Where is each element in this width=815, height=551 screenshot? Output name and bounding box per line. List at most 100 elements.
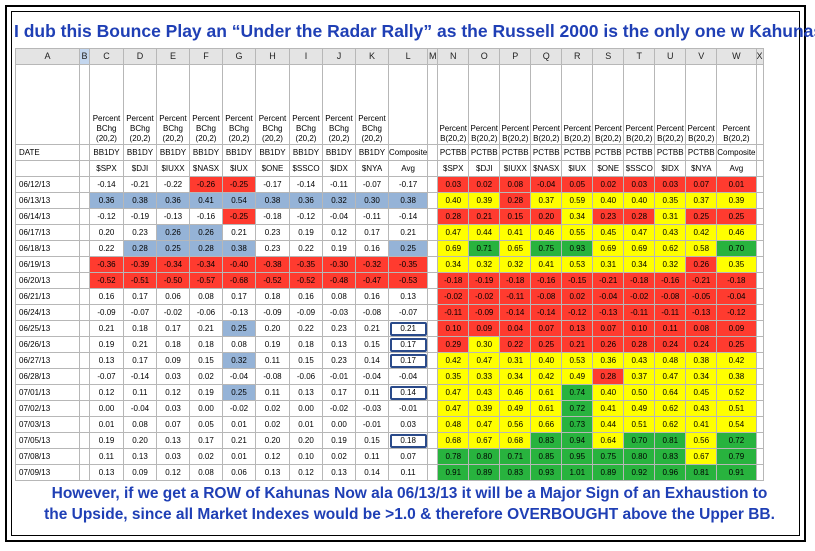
cell[interactable] xyxy=(755,176,764,193)
row-date[interactable]: 06/14/13 xyxy=(15,208,80,225)
bchg-cell[interactable]: 0.28 xyxy=(123,240,157,257)
pctb-cell[interactable]: 0.39 xyxy=(468,192,501,209)
cell[interactable] xyxy=(427,272,439,289)
pctb-cell[interactable]: 0.41 xyxy=(685,416,718,433)
bchg-cell[interactable]: 0.38 xyxy=(222,240,256,257)
composite-avg-cell[interactable]: 0.21 xyxy=(387,320,429,337)
pctb-composite-cell[interactable]: 0.52 xyxy=(716,384,757,401)
bchg-cell[interactable]: 0.36 xyxy=(89,192,124,209)
pctb-cell[interactable]: -0.21 xyxy=(685,272,718,289)
bchg-cell[interactable]: 0.20 xyxy=(89,224,124,241)
pctb-cell[interactable]: 0.67 xyxy=(468,432,501,449)
bchg-cell[interactable]: 0.00 xyxy=(189,400,223,417)
bchg-cell[interactable]: 0.18 xyxy=(189,336,223,353)
pctb-cell[interactable]: -0.16 xyxy=(654,272,687,289)
cell[interactable] xyxy=(755,192,764,209)
bchg-cell[interactable]: 0.23 xyxy=(255,240,290,257)
cell[interactable] xyxy=(79,352,90,369)
bchg-cell[interactable]: 0.12 xyxy=(156,384,190,401)
pctb-cell[interactable]: 0.37 xyxy=(530,192,563,209)
pctb-composite-cell[interactable]: -0.18 xyxy=(716,272,757,289)
pctb-cell[interactable]: -0.11 xyxy=(499,288,532,305)
cell[interactable] xyxy=(427,320,439,337)
bchg-cell[interactable]: 0.23 xyxy=(123,224,157,241)
bchg-cell[interactable]: 0.17 xyxy=(123,352,157,369)
pctb-cell[interactable]: 0.43 xyxy=(468,384,501,401)
pctb-cell[interactable]: -0.19 xyxy=(468,272,501,289)
pctb-cell[interactable]: 0.47 xyxy=(468,416,501,433)
bchg-cell[interactable]: 0.12 xyxy=(89,384,124,401)
bchg-cell[interactable]: 0.18 xyxy=(123,320,157,337)
pctb-cell[interactable]: 0.67 xyxy=(685,448,718,465)
pctb-cell[interactable]: 0.62 xyxy=(654,416,687,433)
pctb-cell[interactable]: -0.18 xyxy=(437,272,470,289)
bchg-cell[interactable]: 0.06 xyxy=(222,464,256,481)
bchg-cell[interactable]: 0.19 xyxy=(89,432,124,449)
pctb-cell[interactable]: 0.83 xyxy=(654,448,687,465)
row-date[interactable]: 07/09/13 xyxy=(15,464,80,481)
bchg-cell[interactable]: 0.22 xyxy=(89,240,124,257)
row-date[interactable]: 07/05/13 xyxy=(15,432,80,449)
pctb-cell[interactable]: -0.13 xyxy=(592,304,625,321)
bchg-cell[interactable]: 0.11 xyxy=(355,384,389,401)
bchg-cell[interactable]: -0.22 xyxy=(156,176,190,193)
cell[interactable] xyxy=(427,448,439,465)
pctb-cell[interactable]: 0.78 xyxy=(437,448,470,465)
bchg-cell[interactable]: 0.00 xyxy=(322,416,356,433)
column-header-u[interactable]: U xyxy=(654,48,687,65)
pctb-cell[interactable]: 0.72 xyxy=(561,400,594,417)
bchg-cell[interactable]: 0.07 xyxy=(156,416,190,433)
bchg-cell[interactable]: -0.02 xyxy=(222,400,256,417)
cell[interactable] xyxy=(79,320,90,337)
bchg-cell[interactable]: -0.04 xyxy=(355,368,389,385)
pctb-cell[interactable]: 0.04 xyxy=(499,320,532,337)
row-date[interactable]: 07/02/13 xyxy=(15,400,80,417)
pctb-cell[interactable]: 0.02 xyxy=(561,288,594,305)
pctb-composite-cell[interactable]: 0.91 xyxy=(716,464,757,481)
pctb-cell[interactable]: 0.44 xyxy=(468,224,501,241)
cell[interactable] xyxy=(755,208,764,225)
bchg-cell[interactable]: -0.04 xyxy=(322,208,356,225)
pctb-cell[interactable]: 0.43 xyxy=(654,224,687,241)
bchg-cell[interactable]: -0.35 xyxy=(289,256,323,273)
pctb-cell[interactable]: 0.05 xyxy=(561,176,594,193)
row-date[interactable]: 06/13/13 xyxy=(15,192,80,209)
bchg-cell[interactable]: 0.25 xyxy=(222,320,256,337)
cell[interactable] xyxy=(427,400,439,417)
pctb-cell[interactable]: 0.24 xyxy=(654,336,687,353)
bchg-cell[interactable]: 0.18 xyxy=(289,336,323,353)
bchg-cell[interactable]: 0.17 xyxy=(322,384,356,401)
pctb-cell[interactable]: 0.93 xyxy=(530,464,563,481)
pctb-cell[interactable]: 0.35 xyxy=(654,192,687,209)
bchg-cell[interactable]: -0.03 xyxy=(322,304,356,321)
pctb-cell[interactable]: -0.11 xyxy=(654,304,687,321)
pctb-cell[interactable]: 0.25 xyxy=(685,208,718,225)
bchg-cell[interactable]: 0.25 xyxy=(222,384,256,401)
pctb-cell[interactable]: 0.39 xyxy=(468,400,501,417)
cell[interactable] xyxy=(427,192,439,209)
cell[interactable] xyxy=(755,448,764,465)
bchg-cell[interactable]: -0.08 xyxy=(255,368,290,385)
bchg-cell[interactable]: -0.07 xyxy=(89,368,124,385)
bchg-cell[interactable]: 0.11 xyxy=(355,448,389,465)
pctb-cell[interactable]: 0.59 xyxy=(561,192,594,209)
pctb-cell[interactable]: 0.49 xyxy=(561,368,594,385)
pctb-cell[interactable]: 0.08 xyxy=(685,320,718,337)
pctb-cell[interactable]: 0.80 xyxy=(468,448,501,465)
cell[interactable] xyxy=(755,352,764,369)
pctb-cell[interactable]: 0.33 xyxy=(468,368,501,385)
composite-avg-cell[interactable]: 0.07 xyxy=(387,448,429,465)
pctb-cell[interactable]: 0.28 xyxy=(592,368,625,385)
bchg-cell[interactable]: 0.01 xyxy=(222,448,256,465)
pctb-cell[interactable]: 0.68 xyxy=(499,432,532,449)
bchg-cell[interactable]: 0.02 xyxy=(189,368,223,385)
column-header-g[interactable]: G xyxy=(222,48,256,65)
pctb-cell[interactable]: 0.32 xyxy=(654,256,687,273)
pctb-cell[interactable]: 0.80 xyxy=(623,448,656,465)
bchg-cell[interactable]: -0.02 xyxy=(322,400,356,417)
bchg-cell[interactable]: 0.36 xyxy=(156,192,190,209)
bchg-cell[interactable]: -0.13 xyxy=(156,208,190,225)
cell[interactable] xyxy=(427,208,439,225)
pctb-cell[interactable]: 0.43 xyxy=(623,352,656,369)
bchg-cell[interactable]: -0.11 xyxy=(355,208,389,225)
